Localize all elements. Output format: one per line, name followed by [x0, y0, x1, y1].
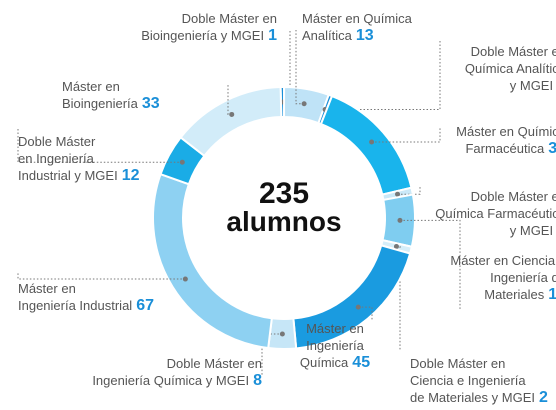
- leader-line: [358, 306, 373, 320]
- segment-name: Máster en Ciencia e Ingeniería de Materi…: [450, 253, 556, 302]
- center-value: 235: [258, 177, 310, 210]
- leader-line: [399, 219, 461, 310]
- segment-name: Doble Máster en Ingeniería Química y MGE…: [92, 356, 262, 388]
- segment-label: Máster en Bioingeniería 33: [62, 78, 160, 112]
- segment-name: Doble Máster en Química Analítica y MGEI: [464, 44, 556, 93]
- leader-dot: [279, 331, 285, 337]
- segment-value: 15: [548, 286, 556, 303]
- leader-line: [17, 272, 186, 280]
- segment-label: Doble Máster en Ingeniería Industrial y …: [18, 133, 140, 184]
- segment-label: Doble Máster en Química Analítica y MGEI…: [465, 43, 556, 94]
- center-label: alumnos: [226, 206, 342, 237]
- segment-value: 67: [136, 297, 154, 314]
- segment-name: Máster en Química Farmacéutica: [456, 124, 556, 156]
- leader-line: [325, 40, 441, 110]
- segment-value: 45: [352, 354, 371, 371]
- leader-dot: [182, 276, 188, 282]
- leader-line: [371, 128, 441, 143]
- segment-value: 2: [539, 389, 548, 406]
- segment-value: 8: [253, 372, 262, 389]
- segment-name: Máster en Ingeniería Química: [299, 321, 364, 370]
- segment-name: Doble Máster en Ingeniería Industrial y …: [18, 134, 118, 183]
- donut-segment: [179, 86, 283, 158]
- leader-dot: [355, 304, 361, 310]
- leader-dot: [179, 159, 185, 165]
- leader-dot: [229, 111, 235, 117]
- segment-value: 33: [141, 95, 160, 112]
- segment-name: Doble Máster en Bioingeniería y MGEI: [141, 11, 277, 43]
- segment-label: Máster en Ingeniería Industrial 67: [18, 280, 154, 314]
- segment-value: 13: [355, 27, 374, 44]
- leader-dot: [393, 243, 399, 249]
- segment-name: Doble Máster en Química Farmacéutica y M…: [435, 189, 556, 238]
- segment-label: Máster en Ciencia e Ingeniería de Materi…: [450, 252, 556, 303]
- leader-line: [295, 30, 305, 105]
- segment-label: Máster en Química Farmacéutica36: [456, 123, 556, 157]
- leader-dot: [395, 191, 401, 197]
- leader-dot: [301, 101, 307, 107]
- segment-name: Máster en Ingeniería Industrial: [18, 281, 133, 313]
- segment-name: Máster en Bioingeniería: [62, 79, 138, 111]
- segment-name: Máster en Química Analítica: [302, 11, 412, 43]
- segment-name: Doble Máster en Ciencia e Ingeniería de …: [410, 356, 535, 405]
- segment-label: Doble Máster en Bioingeniería y MGEI 1: [141, 10, 277, 44]
- leader-dot: [369, 139, 375, 145]
- segment-value: 1: [268, 27, 277, 44]
- segment-label: Doble Máster en Ciencia e Ingeniería de …: [410, 355, 548, 406]
- segment-value: 36: [548, 140, 556, 157]
- segment-label: Doble Máster en Química Farmacéutica y M…: [435, 188, 556, 239]
- segment-label: Máster en Ingeniería Química 45: [275, 320, 395, 371]
- leader-dot: [397, 217, 403, 223]
- segment-label: Doble Máster en Ingeniería Química y MGE…: [92, 355, 262, 389]
- leader-line: [397, 186, 421, 195]
- segment-value: 12: [121, 167, 140, 184]
- segment-label: Máster en Química Analítica 13: [302, 10, 412, 44]
